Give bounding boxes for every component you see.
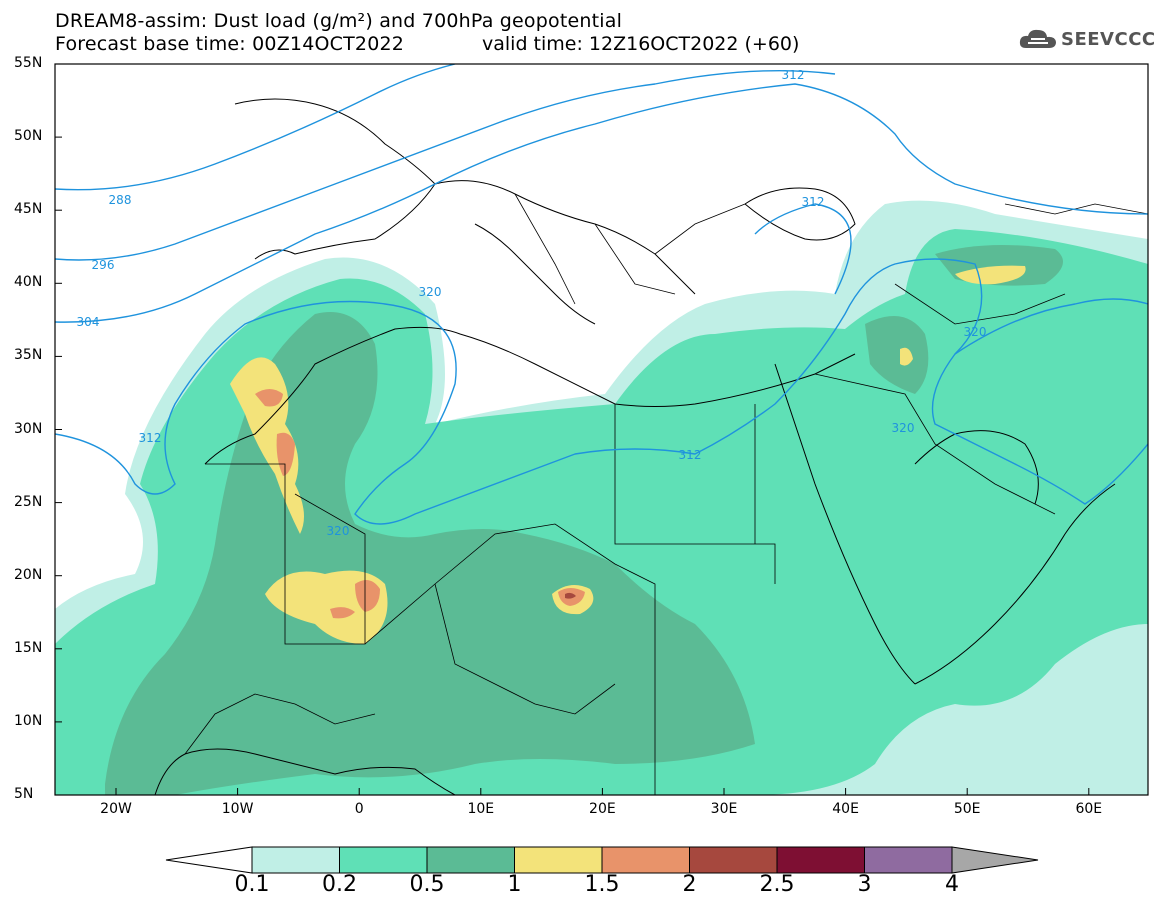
dust-region-orange [330, 607, 355, 619]
cloud-icon [1019, 29, 1056, 48]
dust-region-orange [355, 580, 380, 612]
colorbar-swatch [601, 846, 690, 874]
dust-region-yellow [900, 347, 913, 366]
contour-label: 320 [964, 325, 987, 339]
longitude-label: 10E [467, 801, 495, 817]
latitude-label: 10N [14, 712, 43, 729]
longitude-label: 20E [589, 801, 616, 817]
colorbar-swatch [514, 846, 603, 874]
longitude-label: 40E [832, 801, 859, 817]
logo-text: SEEVCCC [1061, 28, 1156, 50]
latitude-label: 20N [14, 566, 43, 583]
latitude-label: 30N [14, 420, 43, 437]
contour-label: 296 [92, 258, 115, 272]
coastlines [154, 98, 1116, 795]
colorbar-tick-label: 4 [945, 872, 959, 897]
dust-region-orange [255, 389, 283, 407]
colorbar-swatch [339, 846, 428, 874]
forecast-base-time: Forecast base time: 00Z14OCT2022 [55, 33, 405, 55]
valid-time: valid time: 12Z16OCT2022 (+60) [482, 33, 800, 55]
colorbar-tick-label: 3 [857, 872, 872, 897]
latitude-label: 50N [14, 128, 43, 145]
seevccc-logo: SEEVCCC [1018, 26, 1156, 52]
contour-label: 320 [327, 524, 350, 538]
latitude-label: 35N [14, 347, 43, 364]
contour-label: 288 [109, 193, 132, 207]
country-borders [184, 193, 1148, 795]
latitude-label: 55N [14, 55, 43, 71]
geopotential-contours [55, 64, 1148, 525]
dust-load-map: 288 296 304 312 320 312 312 320 320 320 … [55, 64, 1148, 795]
colorbar-swatch [426, 846, 515, 874]
longitude-label: 0 [354, 801, 364, 817]
contour-label: 312 [139, 431, 162, 445]
longitude-label: 20W [100, 801, 132, 817]
longitude-label: 50E [953, 801, 981, 817]
latitude-label: 25N [14, 493, 43, 510]
dust-load-field [55, 200, 1148, 795]
colorbar-tick-label: 2 [682, 872, 697, 897]
contour-label: 312 [802, 195, 825, 209]
dust-region-red [565, 592, 576, 599]
colorbar-tick-label: 0.1 [234, 872, 270, 897]
contour-label: 320 [892, 421, 915, 435]
longitude-label: 10W [221, 801, 254, 817]
colorbar-tick-label: 0.2 [322, 872, 357, 897]
colorbar [165, 846, 1039, 874]
contour-labels: 288 296 304 312 320 312 312 320 320 320 … [77, 68, 987, 538]
longitude-label: 60E [1075, 801, 1103, 817]
colorbar-tick-label: 0.5 [409, 872, 445, 897]
colorbar-swatch [776, 846, 865, 874]
latitude-label: 45N [14, 201, 43, 218]
colorbar-tick-label: 1 [507, 872, 522, 897]
dust-region-yellow [955, 265, 1026, 285]
contour-label: 304 [77, 315, 100, 329]
longitude-label: 30E [710, 801, 738, 817]
contour-label: 312 [782, 68, 805, 82]
map-title: DREAM8-assim: Dust load (g/m²) and 700hP… [55, 10, 623, 32]
latitude-label: 5N [14, 786, 34, 802]
latitude-label: 40N [14, 274, 43, 291]
colorbar-tick-label: 1.5 [584, 872, 620, 897]
dust-region-high [865, 316, 929, 394]
colorbar-swatch [251, 846, 340, 874]
colorbar-swatch [689, 846, 778, 874]
map-canvas: 288 296 304 312 320 312 312 320 320 320 … [55, 64, 1148, 795]
latitude-label: 15N [14, 639, 43, 656]
dust-region-orange [276, 432, 295, 476]
colorbar-upper-arrow [951, 846, 1039, 874]
contour-label: 320 [419, 285, 442, 299]
colorbar-lower-arrow [165, 846, 253, 874]
colorbar-swatch [864, 846, 953, 874]
contour-label: 312 [679, 448, 702, 462]
colorbar-tick-label: 2.5 [759, 872, 795, 897]
